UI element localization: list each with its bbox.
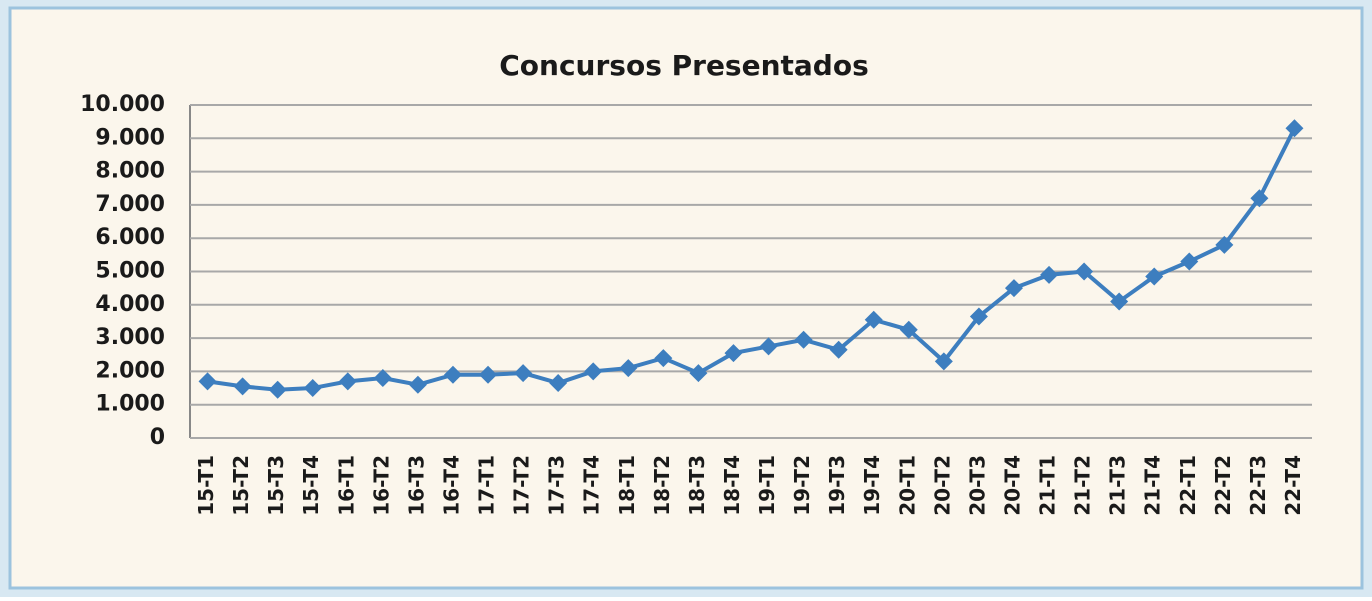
data-point [1215,235,1234,254]
x-tick-label: 16-T1 [334,455,358,516]
data-point [689,364,708,383]
x-tick-label: 22-T4 [1281,455,1305,516]
data-point [864,310,883,329]
data-point [1285,119,1304,138]
y-tick-label: 8.000 [95,159,165,184]
data-point [514,364,533,383]
y-tick-label: 6.000 [95,225,165,250]
data-point [1145,267,1164,286]
x-tick-label: 22-T2 [1211,455,1235,516]
y-tick-label: 2.000 [95,358,165,383]
data-point [1250,189,1269,208]
data-point [338,372,357,391]
x-tick-label: 15-T4 [299,455,323,516]
x-tick-label: 16-T2 [369,455,393,516]
x-tick-label: 20-T4 [1000,455,1024,516]
y-tick-label: 5.000 [95,259,165,284]
x-tick-label: 17-T2 [510,455,534,516]
data-point [794,330,813,349]
data-point [373,369,392,388]
x-tick-label: 20-T1 [895,455,919,516]
data-point [724,344,743,363]
x-tick-label: 15-T2 [229,455,253,516]
data-point [829,340,848,359]
y-tick-label: 10.000 [80,92,165,117]
x-tick-label: 21-T1 [1036,455,1060,516]
y-tick-label: 4.000 [95,292,165,317]
x-tick-label: 18-T2 [650,455,674,516]
data-point [899,320,918,339]
data-point [408,375,427,394]
x-tick-label: 15-T1 [194,455,218,516]
x-tick-label: 16-T4 [439,455,463,516]
x-tick-label: 18-T4 [720,455,744,516]
x-tick-label: 18-T1 [615,455,639,516]
data-point [1075,262,1094,281]
x-tick-label: 19-T3 [825,455,849,516]
x-tick-label: 19-T2 [790,455,814,516]
x-tick-label: 21-T2 [1071,455,1095,516]
x-tick-label: 18-T3 [685,455,709,516]
x-tick-label: 16-T3 [404,455,428,516]
data-point [1040,265,1059,284]
x-tick-label: 19-T4 [860,455,884,516]
x-tick-label: 19-T1 [755,455,779,516]
data-point [969,307,988,326]
data-point [934,352,953,371]
chart-title: Concursos Presentados [499,49,869,82]
data-point [479,365,498,384]
data-point [1180,252,1199,271]
data-point [303,379,322,398]
y-tick-label: 0 [150,425,165,450]
y-tick-label: 3.000 [95,325,165,350]
x-tick-label: 15-T3 [264,455,288,516]
x-tick-label: 17-T4 [580,455,604,516]
data-point [1004,279,1023,298]
data-point [759,337,778,356]
data-point [1110,292,1129,311]
y-tick-label: 9.000 [95,125,165,150]
x-tick-label: 17-T1 [475,455,499,516]
x-tick-label: 21-T3 [1106,455,1130,516]
y-tick-label: 7.000 [95,192,165,217]
x-tick-label: 22-T3 [1246,455,1270,516]
x-tick-label: 17-T3 [545,455,569,516]
data-point [233,377,252,396]
data-point [268,380,287,399]
data-point [198,372,217,391]
y-tick-label: 1.000 [95,392,165,417]
data-point [549,374,568,393]
x-tick-label: 20-T3 [965,455,989,516]
x-tick-label: 21-T4 [1141,455,1165,516]
data-point [619,359,638,378]
data-point [654,349,673,368]
x-tick-label: 20-T2 [930,455,954,516]
x-tick-label: 22-T1 [1176,455,1200,516]
data-point [584,362,603,381]
data-point [443,365,462,384]
